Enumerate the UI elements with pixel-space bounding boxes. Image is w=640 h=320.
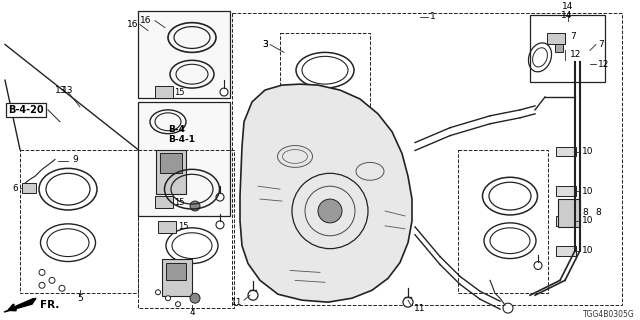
Bar bbox=[458, 149, 548, 293]
Bar bbox=[556, 186, 576, 196]
Bar bbox=[138, 102, 230, 216]
Circle shape bbox=[166, 296, 170, 301]
Text: 3: 3 bbox=[262, 40, 268, 49]
Bar bbox=[155, 196, 173, 208]
Text: 1: 1 bbox=[430, 12, 436, 21]
Text: 12: 12 bbox=[598, 60, 609, 69]
Text: 12: 12 bbox=[570, 50, 581, 59]
Text: 11: 11 bbox=[230, 298, 242, 307]
Text: 10: 10 bbox=[582, 246, 593, 255]
Circle shape bbox=[503, 303, 513, 313]
Bar bbox=[22, 183, 36, 193]
Bar bbox=[160, 154, 182, 173]
Bar bbox=[20, 149, 138, 293]
Bar bbox=[166, 262, 186, 280]
Text: FR.: FR. bbox=[40, 300, 60, 310]
Bar bbox=[155, 86, 173, 98]
Bar bbox=[156, 149, 186, 194]
Bar bbox=[556, 246, 576, 256]
Bar bbox=[138, 11, 230, 98]
Text: 8: 8 bbox=[595, 208, 601, 218]
Circle shape bbox=[39, 282, 45, 288]
Bar bbox=[232, 13, 622, 305]
Circle shape bbox=[220, 88, 228, 96]
Bar bbox=[558, 199, 580, 227]
Text: 5: 5 bbox=[77, 294, 83, 303]
Text: B-4-20: B-4-20 bbox=[8, 105, 44, 115]
Text: 13: 13 bbox=[55, 85, 67, 94]
Bar bbox=[162, 259, 192, 296]
Text: 16: 16 bbox=[140, 16, 152, 25]
Text: 14: 14 bbox=[561, 11, 573, 20]
Text: 7: 7 bbox=[570, 32, 576, 41]
Bar bbox=[556, 216, 576, 226]
Text: 4: 4 bbox=[189, 308, 195, 316]
Circle shape bbox=[318, 199, 342, 223]
Text: 15: 15 bbox=[178, 222, 189, 231]
Text: 8: 8 bbox=[582, 208, 588, 218]
Bar bbox=[530, 15, 605, 82]
Text: 9: 9 bbox=[72, 155, 77, 164]
Text: 10: 10 bbox=[582, 216, 593, 225]
Circle shape bbox=[216, 193, 224, 201]
Circle shape bbox=[156, 290, 161, 295]
Text: 15: 15 bbox=[174, 88, 184, 97]
Text: 7: 7 bbox=[598, 40, 604, 49]
Text: 15: 15 bbox=[174, 197, 184, 206]
Text: B-4: B-4 bbox=[168, 125, 185, 134]
Circle shape bbox=[534, 261, 542, 269]
Text: 10: 10 bbox=[582, 187, 593, 196]
Bar bbox=[280, 33, 370, 141]
Text: 11: 11 bbox=[414, 304, 426, 313]
Bar bbox=[556, 147, 576, 156]
Circle shape bbox=[175, 302, 180, 307]
Polygon shape bbox=[4, 298, 36, 312]
Text: 6: 6 bbox=[12, 184, 18, 193]
Bar bbox=[138, 149, 234, 308]
Text: 3: 3 bbox=[262, 40, 268, 49]
Circle shape bbox=[403, 297, 413, 307]
Circle shape bbox=[59, 285, 65, 291]
Circle shape bbox=[190, 201, 200, 211]
Circle shape bbox=[216, 221, 224, 229]
Bar bbox=[158, 221, 176, 233]
Bar bbox=[555, 44, 563, 52]
Polygon shape bbox=[240, 84, 412, 302]
Text: 14: 14 bbox=[563, 2, 573, 11]
Text: TGG4B0305G: TGG4B0305G bbox=[583, 309, 635, 318]
Bar bbox=[547, 33, 565, 44]
Circle shape bbox=[190, 293, 200, 303]
Circle shape bbox=[39, 269, 45, 276]
Text: 16: 16 bbox=[127, 20, 138, 29]
Circle shape bbox=[248, 290, 258, 300]
Text: 13: 13 bbox=[62, 85, 74, 94]
Circle shape bbox=[49, 277, 55, 283]
Text: 10: 10 bbox=[582, 147, 593, 156]
Text: B-4-1: B-4-1 bbox=[168, 135, 195, 144]
